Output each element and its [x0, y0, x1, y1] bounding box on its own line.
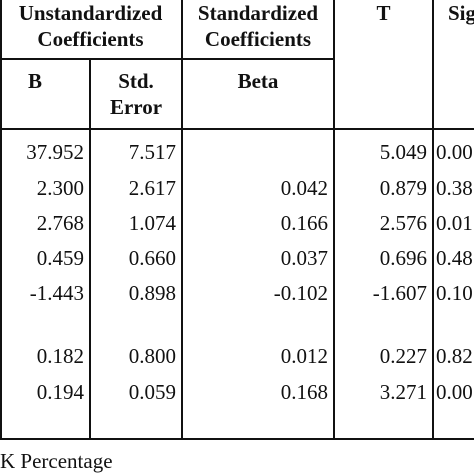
column-divider-std-t — [333, 0, 335, 440]
unstandardized-coefficients-header: Unstandardized Coefficients — [0, 0, 181, 52]
header-line: Standardized — [197, 1, 319, 25]
cell-se: 7.517 — [128, 140, 176, 164]
table-bottom-border — [0, 438, 474, 440]
header-line: Coefficients — [204, 27, 312, 51]
t-header: T — [376, 1, 391, 25]
sig-header: Sig — [448, 1, 474, 25]
b-subheader: B — [28, 69, 43, 93]
subheader-line: Error — [109, 95, 163, 119]
cell-sig: 0.00 — [436, 380, 473, 404]
standardized-coefficients-header: Standardized Coefficients — [183, 0, 333, 52]
header-body-divider — [0, 128, 474, 130]
column-divider-b-se — [89, 58, 91, 440]
cell-b: -1.443 — [29, 281, 84, 305]
cell-beta: 0.037 — [280, 246, 328, 270]
cell-se: 2.617 — [128, 176, 176, 200]
cell-se: 0.898 — [128, 281, 176, 305]
cell-b: 0.459 — [36, 246, 84, 270]
cell-se: 0.059 — [128, 380, 176, 404]
table-footnote: K Percentage — [0, 449, 113, 473]
cell-beta: 0.012 — [280, 344, 328, 368]
cell-beta: 0.168 — [280, 380, 328, 404]
cell-sig: 0.82 — [436, 344, 473, 368]
cell-sig: 0.10 — [436, 281, 473, 305]
cell-beta: 0.166 — [280, 211, 328, 235]
cell-se: 0.800 — [128, 344, 176, 368]
header-line: Unstandardized — [18, 1, 163, 25]
cell-sig: 0.01 — [436, 211, 473, 235]
subheader-line: Std. — [118, 69, 154, 93]
cell-b: 2.300 — [36, 176, 84, 200]
cell-t: 5.049 — [379, 140, 427, 164]
cell-sig: 0.00 — [436, 140, 473, 164]
cell-t: 0.227 — [379, 344, 427, 368]
cell-b: 0.182 — [36, 344, 84, 368]
cell-t: -1.607 — [372, 281, 427, 305]
cell-sig: 0.38 — [436, 176, 473, 200]
cell-b: 37.952 — [26, 140, 84, 164]
beta-subheader: Beta — [237, 69, 279, 93]
header-line: Coefficients — [37, 27, 144, 51]
header-subheader-divider — [0, 58, 334, 60]
cell-t: 0.696 — [379, 246, 427, 270]
cell-t: 0.879 — [379, 176, 427, 200]
table-left-border — [0, 0, 2, 440]
cell-se: 1.074 — [128, 211, 176, 235]
cell-b: 2.768 — [36, 211, 84, 235]
cell-t: 2.576 — [379, 211, 427, 235]
cell-se: 0.660 — [128, 246, 176, 270]
cell-t: 3.271 — [379, 380, 427, 404]
std-error-subheader: Std. Error — [91, 68, 181, 120]
cell-beta: -0.102 — [273, 281, 328, 305]
column-divider-t-sig — [432, 0, 434, 440]
cell-beta: 0.042 — [280, 176, 328, 200]
column-divider-unstd-std — [181, 0, 183, 440]
cell-sig: 0.48 — [436, 246, 473, 270]
cell-b: 0.194 — [36, 380, 84, 404]
